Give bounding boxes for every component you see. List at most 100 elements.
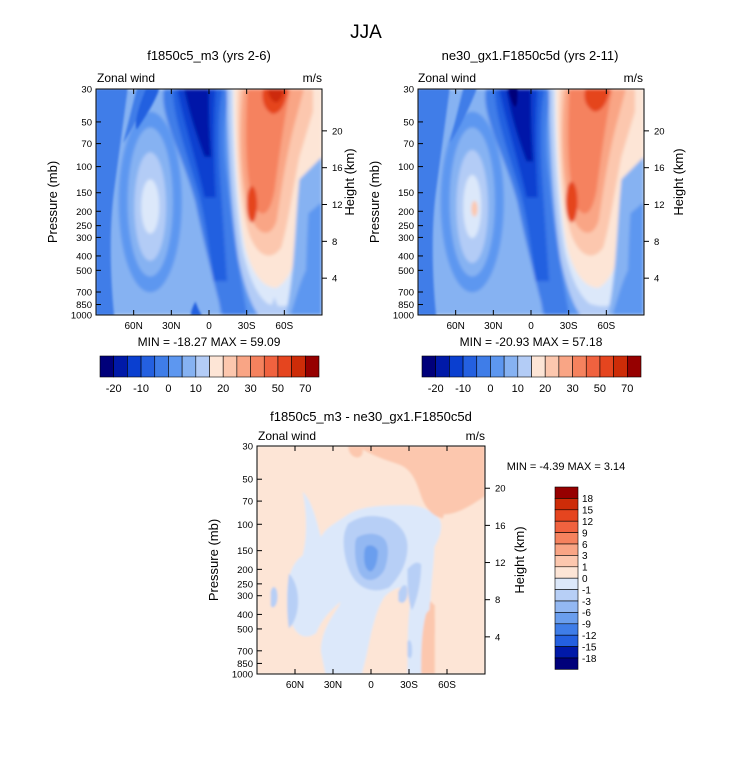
y-tick-label: 500 xyxy=(76,266,92,277)
colorbar-box xyxy=(585,355,601,378)
y-tick-label: 250 xyxy=(237,579,253,590)
colorbar-label: -10 xyxy=(455,383,471,395)
field-label: Zonal wind xyxy=(97,71,155,85)
y-tick-label: 300 xyxy=(398,233,414,244)
contour-field xyxy=(257,446,485,674)
colorbar-box xyxy=(554,623,579,636)
y-tick-label: 50 xyxy=(403,117,414,128)
y-tick-label: 200 xyxy=(76,207,92,218)
x-tick-label: 30N xyxy=(162,321,180,332)
colorbar-label: 10 xyxy=(190,383,202,395)
colorbar: -20 -10 0 10 20 30 50 70 xyxy=(421,355,642,395)
y2-tick-label: 4 xyxy=(332,274,337,285)
y-tick-label: 100 xyxy=(398,162,414,173)
y2-axis-label: Height (km) xyxy=(342,148,357,215)
panel-test: ne30_gx1.F1850c5d (yrs 2-11) Zonal wind … xyxy=(367,48,686,395)
colorbar-box xyxy=(554,486,579,499)
y2-tick-label: 8 xyxy=(332,237,337,248)
y-axis-label: Pressure (mb) xyxy=(367,161,382,243)
colorbar-box xyxy=(250,355,265,378)
colorbar-box xyxy=(572,355,587,378)
y-tick-label: 70 xyxy=(81,139,92,150)
y-tick-label: 400 xyxy=(76,251,92,262)
units-label: m/s xyxy=(466,429,485,443)
colorbar-box xyxy=(476,355,491,378)
panel-title: f1850c5_m3 - ne30_gx1.F1850c5d xyxy=(270,409,472,424)
y-tick-label: 1000 xyxy=(71,311,92,322)
y2-tick-label: 8 xyxy=(495,595,500,606)
stats-label: MIN = -20.93 MAX = 57.18 xyxy=(460,335,603,349)
colorbar-box xyxy=(449,355,464,378)
colorbar-box xyxy=(503,355,519,378)
colorbar-label: 20 xyxy=(539,383,551,395)
y2-tick-label: 16 xyxy=(495,521,506,532)
colorbar-label: 70 xyxy=(621,383,633,395)
x-tick-label: 30S xyxy=(560,321,578,332)
colorbar-box xyxy=(462,355,478,378)
y-tick-label: 850 xyxy=(237,659,253,670)
colorbar-box xyxy=(554,543,579,556)
stats-label: MIN = -18.27 MAX = 59.09 xyxy=(138,335,281,349)
y-tick-label: 1000 xyxy=(393,311,414,322)
colorbar-box xyxy=(222,355,238,378)
units-label: m/s xyxy=(624,71,643,85)
y-tick-label: 200 xyxy=(237,565,253,576)
y-axis-label: Pressure (mb) xyxy=(206,519,221,601)
y-tick-label: 100 xyxy=(76,162,92,173)
colorbar-box xyxy=(113,355,128,378)
y-axis-label: Pressure (mb) xyxy=(45,161,60,243)
y-tick-label: 50 xyxy=(242,475,253,486)
y-tick-label: 400 xyxy=(237,610,253,621)
colorbar-box xyxy=(168,355,183,378)
y2-axis-label: Height (km) xyxy=(671,148,686,215)
colorbar-box xyxy=(554,498,579,511)
y-tick-label: 250 xyxy=(76,221,92,232)
colorbar-box xyxy=(154,355,169,378)
y2-tick-label: 16 xyxy=(332,163,343,174)
colorbar-label: 0 xyxy=(582,574,588,585)
field-label: Zonal wind xyxy=(418,71,476,85)
colorbar-label: 9 xyxy=(582,528,588,539)
panel-title: ne30_gx1.F1850c5d (yrs 2-11) xyxy=(442,48,619,63)
colorbar-box xyxy=(627,355,642,378)
colorbar: -20 -10 0 10 20 30 50 70 xyxy=(99,355,320,395)
colorbar: 18 15 12 9 6 3 1 0 -1 -3 -6 -9 -12 -15 -… xyxy=(554,486,597,670)
field-label: Zonal wind xyxy=(258,429,316,443)
colorbar-box xyxy=(181,355,197,378)
colorbar-label: -1 xyxy=(582,585,591,596)
colorbar-box xyxy=(554,657,579,670)
colorbar-box xyxy=(554,520,579,533)
colorbar-box xyxy=(613,355,628,378)
x-tick-label: 0 xyxy=(368,680,374,691)
x-tick-label: 30N xyxy=(484,321,502,332)
stats-label: MIN = -4.39 MAX = 3.14 xyxy=(507,461,626,473)
y-tick-label: 1000 xyxy=(232,670,253,681)
colorbar-label: 6 xyxy=(582,540,588,551)
x-tick-label: 60S xyxy=(438,680,456,691)
colorbar-label: -10 xyxy=(133,383,149,395)
x-tick-label: 30S xyxy=(238,321,256,332)
y-tick-label: 700 xyxy=(237,646,253,657)
colorbar-box xyxy=(554,612,579,625)
colorbar-box xyxy=(531,355,546,378)
colorbar-label: 0 xyxy=(165,383,171,395)
panel-control: f1850c5_m3 (yrs 2-6) Zonal wind m/s xyxy=(45,48,357,395)
colorbar-box xyxy=(554,646,579,659)
y2-tick-label: 4 xyxy=(654,274,659,285)
colorbar-label: -18 xyxy=(582,654,597,665)
y2-tick-label: 4 xyxy=(495,632,500,643)
colorbar-box xyxy=(517,355,532,378)
colorbar-label: 15 xyxy=(582,506,594,517)
colorbar-box xyxy=(140,355,156,378)
y-tick-label: 850 xyxy=(398,300,414,311)
y-tick-label: 70 xyxy=(403,139,414,150)
colorbar-box xyxy=(554,532,579,545)
colorbar-box xyxy=(435,355,450,378)
colorbar-box xyxy=(544,355,560,378)
colorbar-label: -6 xyxy=(582,608,591,619)
colorbar-label: -20 xyxy=(106,383,122,395)
colorbar-box xyxy=(195,355,210,378)
panel-difference: f1850c5_m3 - ne30_gx1.F1850c5d Zonal win… xyxy=(206,409,625,691)
